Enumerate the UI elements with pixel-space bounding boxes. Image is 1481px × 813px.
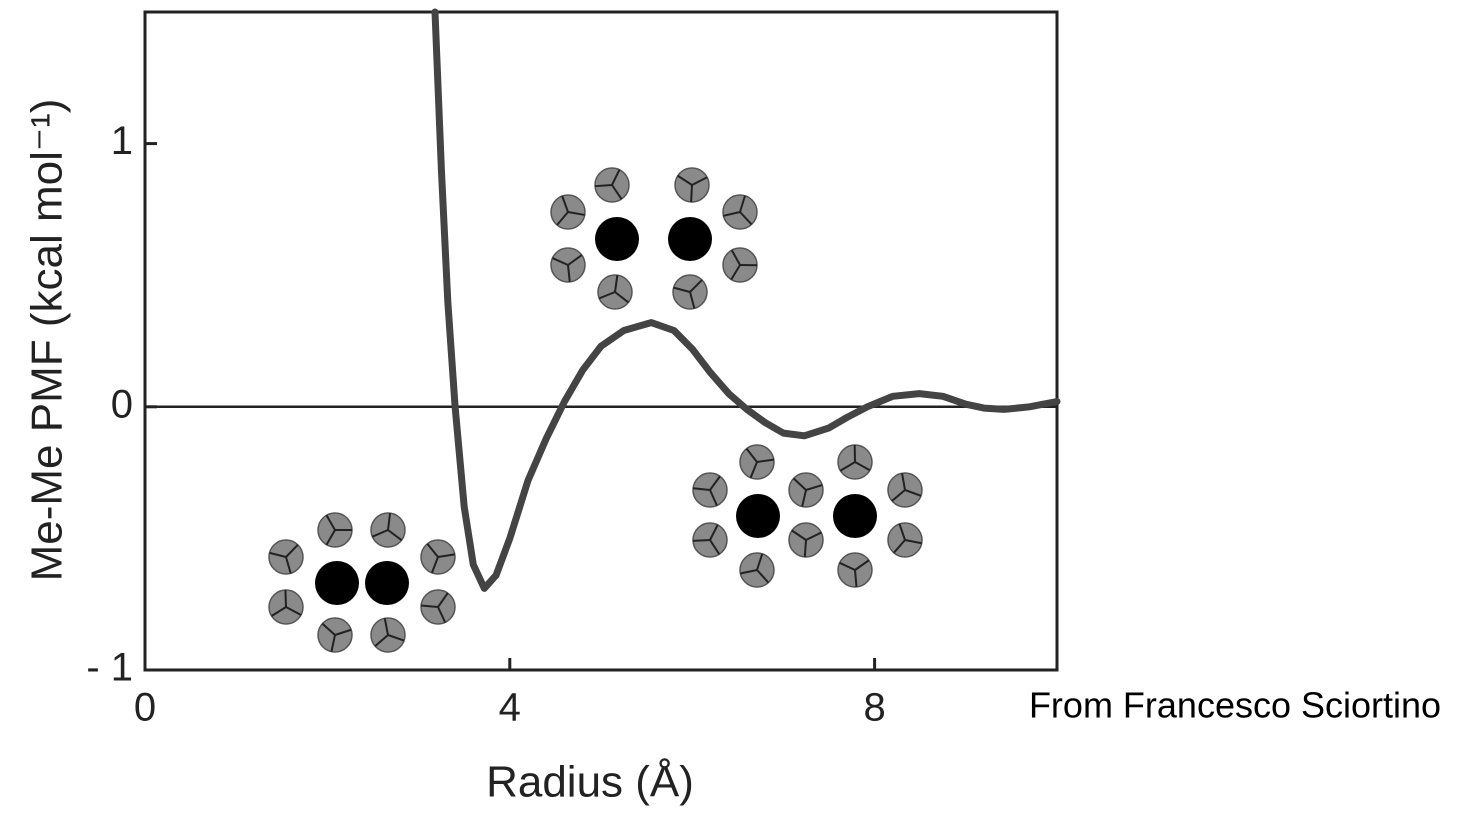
water-bond (426, 543, 439, 558)
y-tick-label: - 1 (86, 646, 133, 690)
water-bond (690, 184, 693, 203)
water-bond (374, 634, 389, 647)
water-bond (269, 551, 287, 558)
water-bond (739, 195, 746, 213)
water-bond (898, 523, 906, 541)
water-bond (567, 211, 585, 216)
water-bond (709, 489, 718, 506)
water-bond (791, 529, 807, 541)
water-bond (611, 169, 621, 186)
water-bond (901, 473, 906, 491)
water-bond (330, 634, 336, 652)
water-bond (756, 569, 770, 584)
water-bond (387, 529, 403, 542)
pmf-curve (431, 8, 1061, 592)
water-bond (709, 524, 719, 541)
water-bond (691, 176, 708, 186)
annotation: From Francesco Sciortino (1029, 685, 1441, 726)
methane-molecule (736, 494, 780, 538)
y-tick-label: 0 (111, 382, 133, 426)
water-bond (383, 618, 389, 636)
water-bond (891, 489, 906, 502)
water-bond (854, 461, 871, 472)
water-bond (611, 184, 623, 200)
methane-molecule (833, 494, 877, 538)
water-bond (677, 174, 693, 186)
water-bond (792, 477, 807, 491)
water-bond (271, 606, 287, 617)
water-bond (598, 291, 616, 300)
water-bond (321, 622, 336, 636)
water-bond (420, 604, 439, 608)
water-bond (805, 484, 823, 491)
water-bond (756, 553, 764, 571)
water-bond (552, 257, 569, 266)
water-bond (614, 275, 619, 293)
water-bond (709, 475, 721, 491)
water-bond (387, 513, 392, 531)
water-bond (673, 286, 691, 293)
water-bond (839, 561, 856, 571)
water-bond (803, 539, 807, 558)
x-tick-label: 0 (134, 686, 156, 730)
water-bond (437, 606, 447, 623)
water-bond (567, 264, 571, 283)
water-bond (904, 539, 922, 545)
water-bond (745, 447, 758, 463)
water-bond (285, 544, 299, 558)
water-bond (740, 569, 758, 575)
water-bond (739, 211, 753, 226)
water-bond (689, 279, 703, 293)
x-tick-label: 8 (863, 686, 885, 730)
water-bond (437, 592, 449, 608)
x-tick-label: 4 (499, 686, 521, 730)
methane-molecule (315, 561, 359, 605)
water-bond (285, 556, 292, 574)
water-bond (749, 461, 758, 479)
water-bond (285, 606, 302, 616)
water-bond (730, 249, 741, 266)
water-bond (567, 254, 583, 266)
x-axis-label: Radius (Å) (486, 758, 694, 807)
water-bond (730, 264, 741, 281)
water-bond (893, 539, 906, 554)
y-axis-label: Me-Me PMF (kcal mol⁻¹) (23, 99, 72, 582)
water-bond (805, 531, 822, 541)
water-bond (325, 514, 336, 531)
water-bond (614, 291, 630, 304)
water-bond (561, 195, 569, 213)
water-bond (387, 634, 405, 642)
water-bond (723, 211, 741, 217)
water-bond (756, 458, 774, 463)
methane-molecule (668, 217, 712, 261)
plot-frame (143, 10, 1059, 672)
water-bond (692, 487, 711, 491)
water-bond (371, 529, 389, 538)
water-bond (437, 553, 455, 558)
water-bond (325, 529, 336, 546)
methane-molecule (365, 561, 409, 605)
water-bond (692, 539, 711, 542)
water-bond (594, 184, 613, 188)
water-bond (284, 589, 287, 608)
water-bond (334, 628, 352, 636)
water-bond (430, 556, 439, 574)
water-bond (854, 569, 858, 588)
water-bond (709, 539, 721, 555)
y-tick-label: 1 (111, 119, 133, 163)
water-bond (689, 291, 696, 309)
water-bond (839, 461, 856, 472)
water-bond (556, 211, 569, 226)
methane-molecule (595, 217, 639, 261)
water-bond (801, 489, 807, 507)
water-bond (854, 559, 870, 571)
water-bond (904, 489, 922, 497)
